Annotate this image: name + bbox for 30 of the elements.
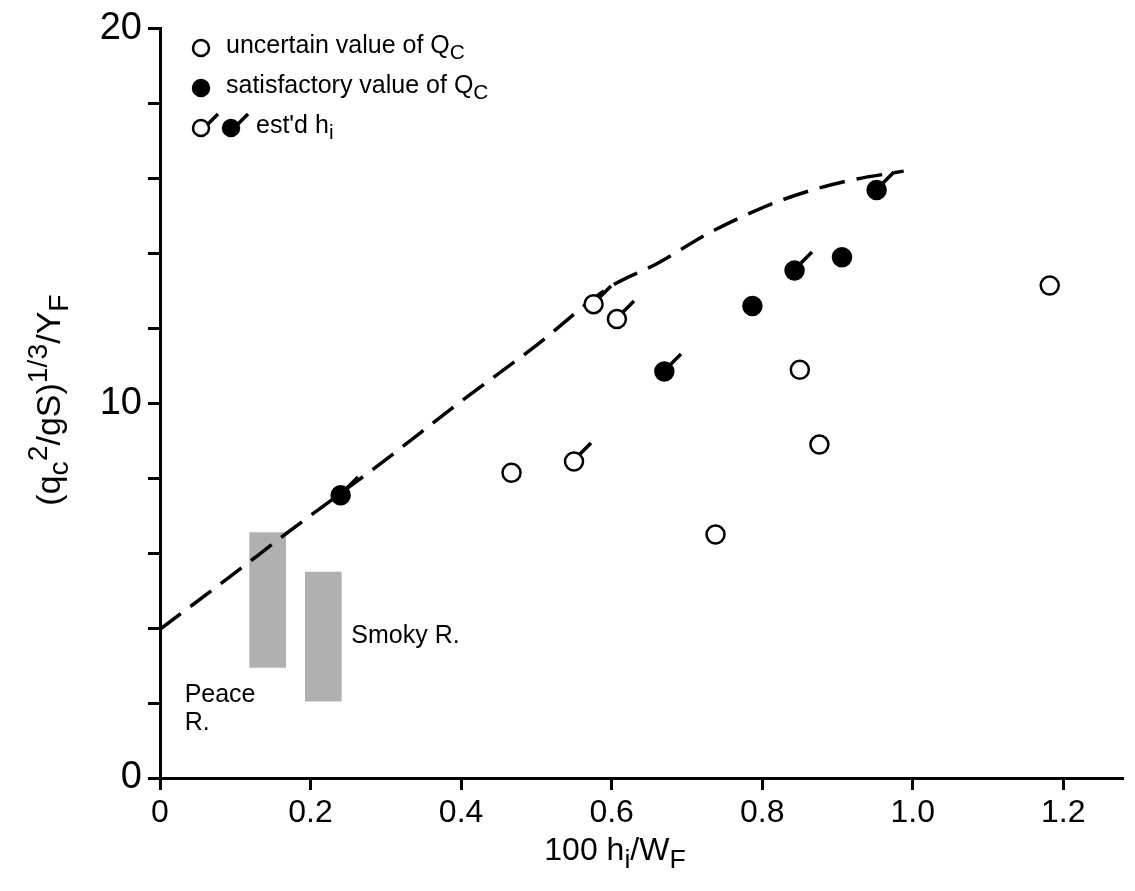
y-tick-label: 0 — [120, 754, 142, 797]
series-label: Smoky R. — [351, 620, 460, 649]
point — [583, 293, 604, 315]
x-tick-label: 0.6 — [589, 793, 634, 830]
point — [831, 247, 853, 268]
point — [1039, 275, 1060, 296]
x-tick-label: 1.0 — [890, 793, 935, 830]
x-tick-label: 0.4 — [438, 793, 484, 830]
legend-label: est'd h$_{i}$ — [256, 110, 334, 143]
point — [866, 179, 887, 201]
point — [789, 359, 811, 380]
point — [705, 524, 726, 545]
point — [330, 484, 351, 506]
y-tick-label: 20 — [99, 5, 142, 48]
series-label: Peace R. — [184, 679, 256, 736]
x-axis-title: 100 h$_{i}$/W$_{F}$ — [544, 831, 686, 875]
legend-label: satisfactory value of Q$_{C}$ — [226, 70, 489, 103]
x-tick-label: 1.2 — [1041, 793, 1086, 830]
point — [742, 295, 763, 317]
point — [654, 361, 675, 382]
point — [784, 260, 805, 281]
point — [501, 462, 522, 483]
x-tick-label: 0.2 — [288, 793, 333, 830]
y-tick-label: 10 — [99, 379, 142, 422]
legend-label: uncertain value of Q$_{C}$ — [226, 30, 465, 63]
point — [563, 451, 585, 472]
point — [606, 308, 628, 330]
x-tick-label: 0.8 — [739, 793, 785, 830]
x-tick-label: 0 — [151, 793, 169, 830]
point — [809, 434, 830, 455]
